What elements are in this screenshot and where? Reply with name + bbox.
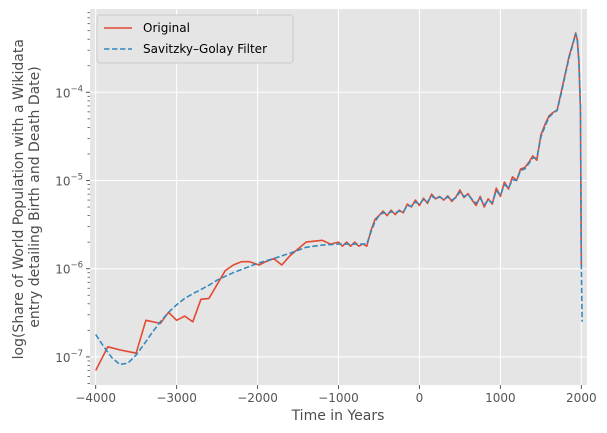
y-tick-label: 10−4 (55, 84, 83, 100)
legend: Original Savitzky–Golay Filter (96, 14, 294, 64)
x-tick-label: −3000 (156, 391, 197, 405)
series-line-savitzky-golay-filter (95, 32, 583, 366)
x-tick-label: 0 (416, 391, 424, 405)
y-tick-label: 10−6 (55, 261, 83, 277)
y-tick-label: 10−5 (55, 172, 83, 188)
series-group (94, 32, 583, 371)
x-tick-label: −4000 (75, 391, 116, 405)
legend-label-savitzky-golay: Savitzky–Golay Filter (143, 42, 267, 56)
legend-label-original: Original (143, 21, 190, 35)
x-tick-label: −1000 (318, 391, 359, 405)
y-axis-label-line-2: entry detailing Birth and Death Date) (27, 66, 43, 327)
y-axis-label: log(Share of World Population with a Wik… (11, 35, 43, 360)
grid (90, 9, 587, 385)
x-axis-ticks: −4000 −3000 −2000 −1000 0 1000 2000 (75, 385, 597, 405)
y-axis-ticks: 10−7 10−6 10−5 10−4 (55, 84, 90, 365)
x-tick-label: 1000 (485, 391, 516, 405)
y-axis-label-line-1: log(Share of World Population with a Wik… (11, 39, 27, 359)
x-tick-label: 2000 (566, 391, 597, 405)
legend-box (96, 14, 294, 64)
x-axis-label: Time in Years (291, 408, 385, 424)
y-minor-ticks (87, 12, 90, 384)
x-tick-label: −2000 (237, 391, 278, 405)
y-tick-label: 10−7 (55, 349, 83, 365)
